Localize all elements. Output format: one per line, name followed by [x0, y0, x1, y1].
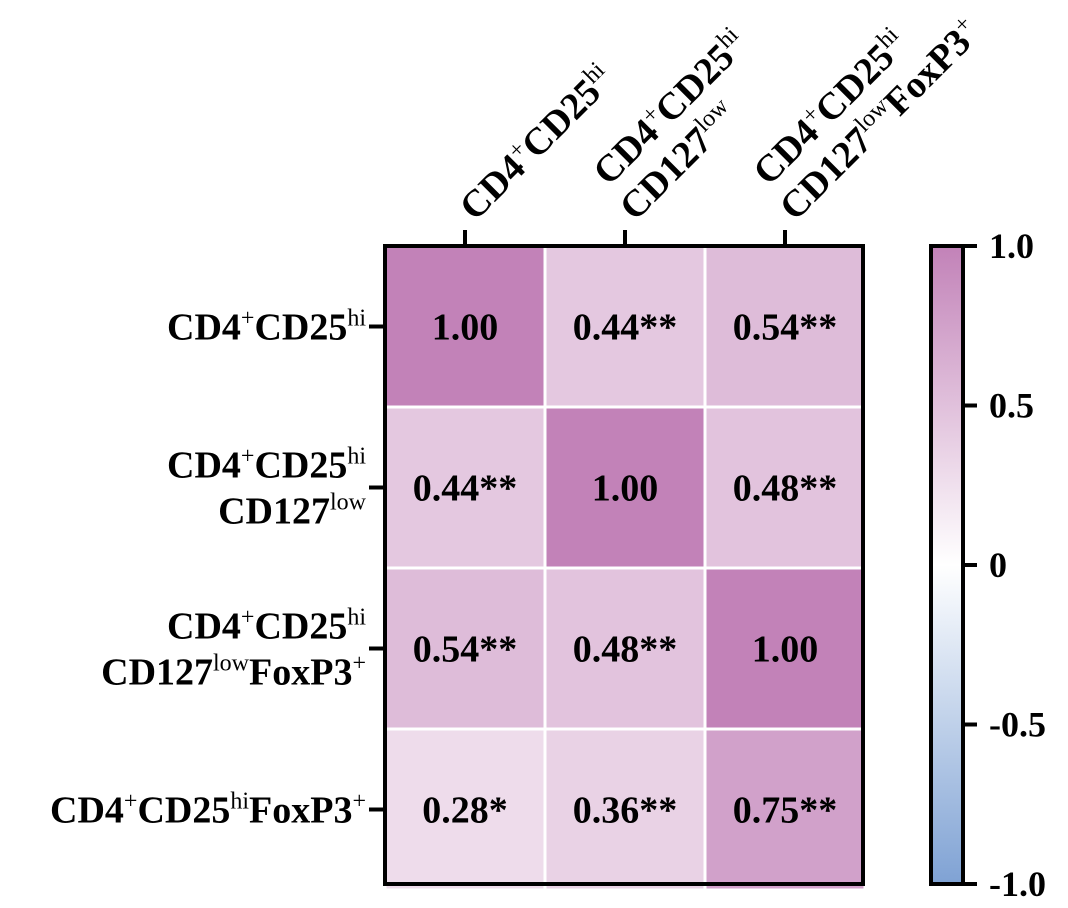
heatmap-cell [546, 730, 704, 889]
heatmap-cell [546, 569, 704, 728]
heatmap-cell [386, 730, 544, 889]
label-segment: CD4 [167, 606, 241, 648]
superscript: hi [347, 306, 366, 332]
superscript: low [330, 490, 367, 516]
label-segment: CD127 [101, 652, 213, 694]
row-label: CD127lowFoxP3+ [101, 651, 366, 694]
cell-value-label: 0.28* [422, 790, 508, 832]
superscript: hi [230, 789, 249, 815]
superscript: + [241, 306, 255, 332]
row-axis: CD4+CD25hiCD4+CD25hiCD127lowCD4+CD25hiCD… [50, 306, 385, 832]
cell-value-label: 0.75** [733, 790, 838, 832]
label-segment: CD127 [218, 491, 330, 533]
heatmap-cell [386, 408, 544, 567]
row-label: CD4+CD25hi [167, 306, 366, 349]
cell-value-label: 1.00 [592, 468, 659, 510]
label-segment: CD25 [137, 790, 230, 832]
superscript: hi [347, 605, 366, 631]
label-segment: CD25 [254, 307, 347, 349]
colorbar-gradient [929, 244, 965, 886]
heatmap-cell-labels: 1.00 0.44** 0.54** 0.44** 1.00 0.48** 0.54** 0.… [413, 307, 838, 832]
heatmap-cells [386, 247, 864, 889]
cell-value-label: 0.48** [733, 468, 838, 510]
colorbar-tick-label: -0.5 [989, 705, 1046, 745]
label-segment: CD25 [254, 445, 347, 487]
colorbar-tick-label: 0.5 [989, 386, 1034, 426]
column-label: CD4+CD25hi [451, 57, 622, 228]
colorbar: 1.0 0.5 0 -0.5 -1.0 [929, 226, 1046, 904]
superscript: + [124, 789, 138, 815]
superscript: + [241, 605, 255, 631]
heatmap-cell [546, 247, 704, 406]
colorbar-tick-label: -1.0 [989, 864, 1046, 904]
svg-text:CD4+CD25hi: CD4+CD25hi [451, 57, 622, 228]
colorbar-tick-label: 0 [989, 545, 1007, 585]
heatmap-cell [706, 730, 864, 889]
superscript: + [352, 789, 366, 815]
superscript: + [352, 651, 366, 677]
cell-value-label: 1.00 [752, 629, 819, 671]
row-label: CD4+CD25hiFoxP3+ [50, 789, 366, 832]
superscript: hi [347, 444, 366, 470]
label-segment: FoxP3 [249, 652, 352, 694]
heatmap-cell [706, 408, 864, 567]
cell-value-label: 0.54** [413, 629, 518, 671]
heatmap-cell [546, 408, 704, 567]
cell-value-label: 1.00 [432, 307, 499, 349]
label-segment: CD4 [167, 307, 241, 349]
cell-value-label: 0.54** [733, 307, 838, 349]
heatmap-cell [386, 247, 544, 406]
superscript: low [213, 651, 250, 677]
row-label: CD127low [218, 490, 367, 533]
label-segment: FoxP3 [249, 790, 352, 832]
heatmap-cell [386, 569, 544, 728]
superscript: + [241, 444, 255, 470]
heatmap-cell [706, 569, 864, 728]
cell-value-label: 0.36** [573, 790, 678, 832]
cell-value-label: 0.44** [573, 307, 678, 349]
cell-value-label: 0.48** [573, 629, 678, 671]
label-segment: CD4 [50, 790, 124, 832]
label-segment: CD4 [167, 445, 241, 487]
heatmap-cell [706, 247, 864, 406]
colorbar-tick-label: 1.0 [989, 226, 1034, 266]
cell-value-label: 0.44** [413, 468, 518, 510]
row-label: CD4+CD25hi [167, 605, 366, 648]
row-label: CD4+CD25hi [167, 444, 366, 487]
label-segment: CD25 [254, 606, 347, 648]
